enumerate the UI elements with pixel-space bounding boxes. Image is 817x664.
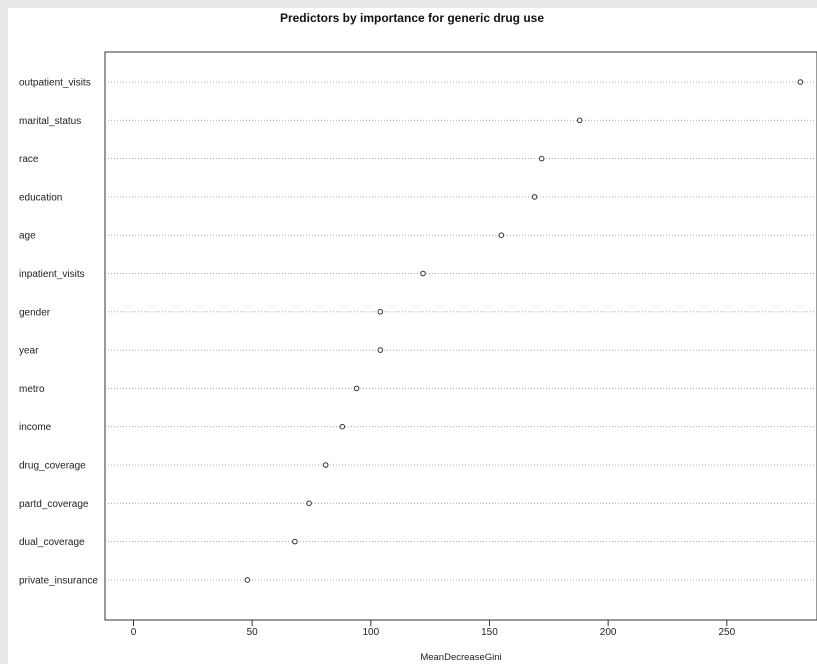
data-point [353,385,360,392]
data-points [244,79,804,583]
chart-title: Predictors by importance for generic dru… [280,11,544,25]
category-label: age [19,231,36,242]
data-point [339,423,346,430]
data-point [538,155,545,162]
category-label: income [19,422,52,433]
dot-chart: Predictors by importance for generic dru… [19,11,817,663]
data-point [576,117,583,124]
chart-frame: Predictors by importance for generic dru… [8,8,817,664]
category-label: marital_status [19,116,81,127]
x-axis: 0 50 100 150 200 250 [131,620,736,638]
data-point [377,309,384,315]
data-point [420,270,426,277]
category-label: outpatient_visits [19,78,91,89]
data-point [531,194,538,200]
data-point [306,500,312,507]
category-label: metro [19,384,45,395]
category-label: education [19,192,62,203]
category-label: year [19,346,39,357]
category-label: race [19,154,39,165]
x-tick-label: 200 [600,627,617,638]
plot-box [104,51,817,621]
x-tick-label: 0 [131,627,137,638]
x-axis-title: MeanDecreaseGini [420,652,501,663]
category-label: drug_coverage [19,461,86,472]
category-label: gender [19,307,51,318]
category-label: inpatient_visits [19,269,85,280]
data-point [322,462,329,468]
x-tick-label: 250 [718,627,735,638]
category-label: private_insurance [19,575,98,586]
data-point [797,79,804,85]
x-tick-label: 150 [481,627,498,638]
data-point [498,232,505,238]
x-tick-label: 100 [362,627,379,638]
data-point [292,538,298,545]
category-label: dual_coverage [19,537,85,548]
x-tick-label: 50 [247,627,259,638]
data-point [377,347,384,353]
data-point [244,577,251,583]
guide-lines [105,81,817,581]
category-label: partd_coverage [19,499,89,510]
